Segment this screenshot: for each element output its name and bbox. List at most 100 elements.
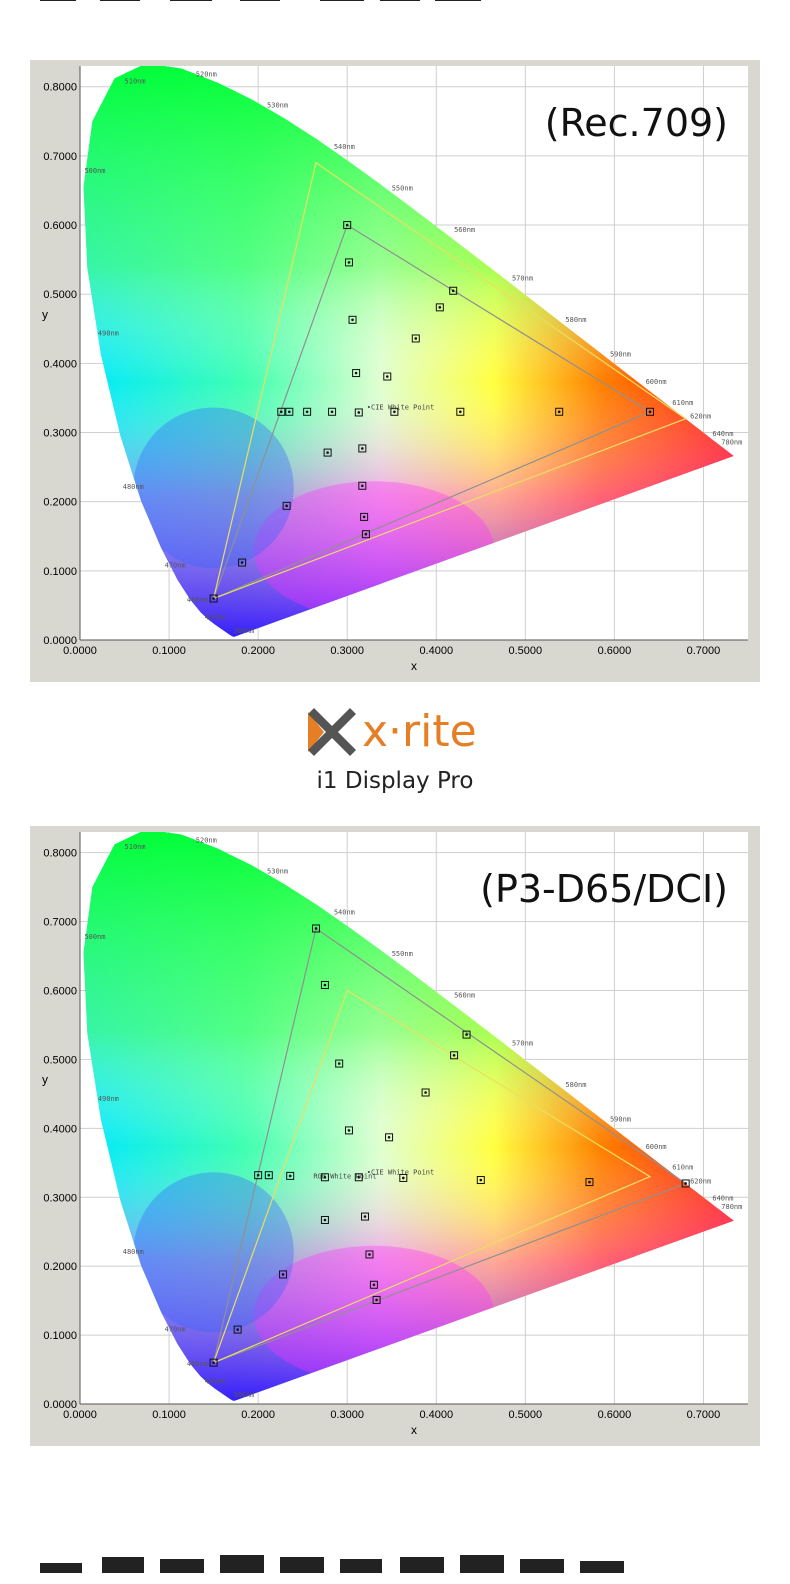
y-tick-label: 0.1000 <box>43 1330 77 1342</box>
y-tick-label: 0.8000 <box>43 82 77 94</box>
measured-point-box <box>282 501 291 510</box>
x-axis-label: x <box>411 1423 417 1437</box>
y-tick-label: 0.7000 <box>43 151 77 163</box>
wavelength-label: 490nm <box>98 1095 119 1103</box>
measured-point-box <box>209 1358 218 1367</box>
y-tick-label: 0.4000 <box>43 1123 77 1135</box>
measured-point-box <box>372 1295 381 1304</box>
measured-point-dot <box>314 927 318 930</box>
wavelength-label: 520nm <box>196 836 217 844</box>
x-tick-label: 0.6000 <box>598 1409 632 1421</box>
measured-point-dot <box>347 1129 351 1132</box>
measured-point-box <box>585 1178 594 1187</box>
measured-point-dot <box>281 1273 285 1276</box>
measured-point-dot <box>387 1135 391 1139</box>
measured-point-box <box>286 1171 295 1180</box>
measured-point-dot <box>648 410 652 414</box>
wavelength-label: 480nm <box>123 1248 144 1256</box>
x-tick-label: 0.1000 <box>152 645 186 657</box>
locus-blue-tint <box>133 1172 294 1333</box>
x-tick-label: 0.4000 <box>419 1409 453 1421</box>
wavelength-label: 610nm <box>672 1164 693 1172</box>
measured-point-dot <box>357 1175 361 1179</box>
measured-point-box <box>344 258 353 267</box>
measured-point-box <box>264 1171 273 1180</box>
measured-point-dot <box>362 515 366 519</box>
measured-point-box <box>354 408 363 417</box>
wavelength-label: 500nm <box>84 167 105 175</box>
measured-point-box <box>233 1325 242 1334</box>
chart-rec709: 0.0000 0.1000 0.2000 0.3000 0.4000 0.5000 0.60… <box>30 60 760 682</box>
wavelength-label: 460nm <box>187 596 208 604</box>
measured-point-box <box>435 303 444 312</box>
y-tick-label: 0.0000 <box>43 635 77 647</box>
rgb-white-point-label: RGB White Point <box>313 1173 376 1181</box>
x-tick-label: 0.3000 <box>330 1409 364 1421</box>
measured-point-dot <box>279 410 283 414</box>
measured-point-box <box>279 1270 288 1279</box>
measured-point-dot <box>212 597 215 600</box>
measured-point-dot <box>372 1283 376 1287</box>
chart-rec709-svg: 0.0000 0.1000 0.2000 0.3000 0.4000 0.5000 0.60… <box>42 66 748 673</box>
y-tick-label: 0.2000 <box>43 1261 77 1273</box>
measured-point-dot <box>361 447 364 450</box>
measured-point-dot <box>375 1298 378 1302</box>
measured-point-box <box>303 407 312 416</box>
measured-point-dot <box>465 1033 468 1036</box>
wavelength-label: 780nm <box>721 1203 742 1211</box>
wavelength-label: 510nm <box>125 843 146 851</box>
wavelength-label: 620nm <box>690 413 711 421</box>
measured-point-dot <box>330 410 334 414</box>
x-tick-label: 0.1000 <box>152 1409 186 1421</box>
reference_gamut-triangle <box>212 989 652 1364</box>
wavelength-label: 480nm <box>123 483 144 491</box>
measured-point-dot <box>288 1174 292 1178</box>
measured-point-dot <box>288 410 291 414</box>
measured-point-dot <box>588 1180 591 1184</box>
measured-point-dot <box>267 1173 271 1177</box>
measured-point-dot <box>323 983 327 987</box>
measured-point-dot <box>354 371 358 375</box>
bottom-heading-clipped-glyphs <box>40 1555 624 1573</box>
y-axis-label: y <box>42 308 48 322</box>
wavelength-label: 460nm <box>187 1360 208 1368</box>
measured-point-dot <box>347 261 351 264</box>
x-tick-label: 0.3000 <box>330 645 364 657</box>
chart-title: (P3-D65/DCI) <box>480 867 728 911</box>
white-point-label: •CIE White Point <box>367 404 434 412</box>
locus-blue-tint <box>133 407 294 569</box>
y-tick-label: 0.6000 <box>43 220 77 232</box>
measured-point-dot <box>684 1182 687 1185</box>
measured-point-box <box>555 407 564 416</box>
wavelength-label: 590nm <box>610 350 631 358</box>
y-tick-label: 0.1000 <box>43 566 77 578</box>
measured-point-box <box>421 1088 430 1097</box>
wavelength-label: 570nm <box>512 1040 533 1048</box>
measured-point-dot <box>393 410 396 414</box>
wavelength-label: 520nm <box>196 70 217 78</box>
wavelength-label: 470nm <box>165 1326 186 1334</box>
wavelength-label: 580nm <box>565 1081 586 1089</box>
measured-point-box <box>348 315 357 324</box>
measured-point-dot <box>212 1361 215 1364</box>
y-tick-label: 0.0000 <box>43 1399 77 1411</box>
measured-point-dot <box>451 289 455 293</box>
measured-point-box <box>646 407 655 416</box>
measured-point-box <box>365 1250 374 1259</box>
measured-point-box <box>335 1059 344 1068</box>
wavelength-label: 450nm <box>205 613 226 621</box>
measured-point-dot <box>345 223 349 227</box>
x-tick-label: 0.7000 <box>687 645 721 657</box>
measured-point-box <box>358 481 367 490</box>
wavelength-label: 610nm <box>672 399 693 407</box>
top-heading-fragment <box>40 0 510 16</box>
measured-point-box <box>411 334 420 343</box>
y-tick-label: 0.3000 <box>43 1192 77 1204</box>
measured-point-dot <box>323 1175 327 1179</box>
measured-point-dot <box>364 532 368 536</box>
measured-point-dot <box>363 1215 367 1218</box>
x-axis-label: x <box>411 659 417 673</box>
x-tick-label: 0.4000 <box>419 645 453 657</box>
y-tick-label: 0.8000 <box>43 848 77 860</box>
measured-point-box <box>358 444 367 453</box>
